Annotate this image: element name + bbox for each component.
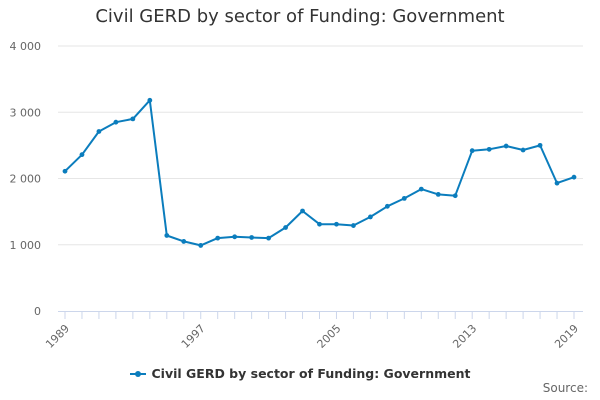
data-point[interactable] [571,174,577,180]
data-point[interactable] [351,223,356,228]
y-axis: 0 1 000 2 000 3 000 4 000 [10,40,42,318]
x-tick-label: 1989 [43,322,72,351]
data-point[interactable] [435,192,441,197]
data-point[interactable] [96,129,102,134]
data-point[interactable] [266,235,271,241]
data-point[interactable] [384,203,390,209]
gridlines [58,45,583,246]
x-tick-label: 2005 [315,322,344,351]
data-point[interactable] [113,119,119,125]
data-point[interactable] [62,168,68,174]
y-tick-label: 4 000 [10,40,42,53]
data-point[interactable] [130,116,136,122]
x-tick-label: 1997 [179,322,208,351]
data-point[interactable] [232,234,238,240]
data-point[interactable] [300,208,305,214]
x-tick-label: 2019 [552,322,581,351]
legend-label: Civil GERD by sector of Funding: Governm… [151,366,471,381]
data-point[interactable] [79,152,85,158]
x-axis-ticks: 1989 1997 2005 2013 2019 [43,322,581,351]
chart-title: Civil GERD by sector of Funding: Governm… [95,6,505,27]
data-point[interactable] [368,214,373,220]
data-point[interactable] [198,243,204,248]
data-point[interactable] [486,146,492,152]
data-point[interactable] [469,148,475,154]
data-point[interactable] [537,142,543,148]
data-point[interactable] [181,239,187,244]
data-point[interactable] [215,235,221,241]
data-point[interactable] [283,225,288,230]
data-point[interactable] [317,221,322,227]
series-layer[interactable] [62,97,577,248]
data-point[interactable] [520,147,526,153]
legend[interactable]: Civil GERD by sector of Funding: Governm… [0,366,600,381]
data-point[interactable] [401,195,407,201]
y-tick-label: 2 000 [10,173,42,186]
data-point[interactable] [334,221,339,227]
y-tick-label: 1 000 [10,239,42,252]
data-point[interactable] [452,193,458,199]
y-tick-label: 0 [34,305,41,318]
data-point[interactable] [147,97,153,103]
y-tick-label: 3 000 [10,106,42,119]
legend-line-marker-icon [129,370,146,377]
data-point[interactable] [503,143,509,149]
data-point[interactable] [554,180,560,186]
x-tick-label: 2013 [450,322,479,351]
source-label: Source: [542,381,588,395]
x-axis [58,311,583,319]
data-point[interactable] [164,233,170,238]
data-point[interactable] [418,186,424,192]
data-point[interactable] [249,235,255,240]
